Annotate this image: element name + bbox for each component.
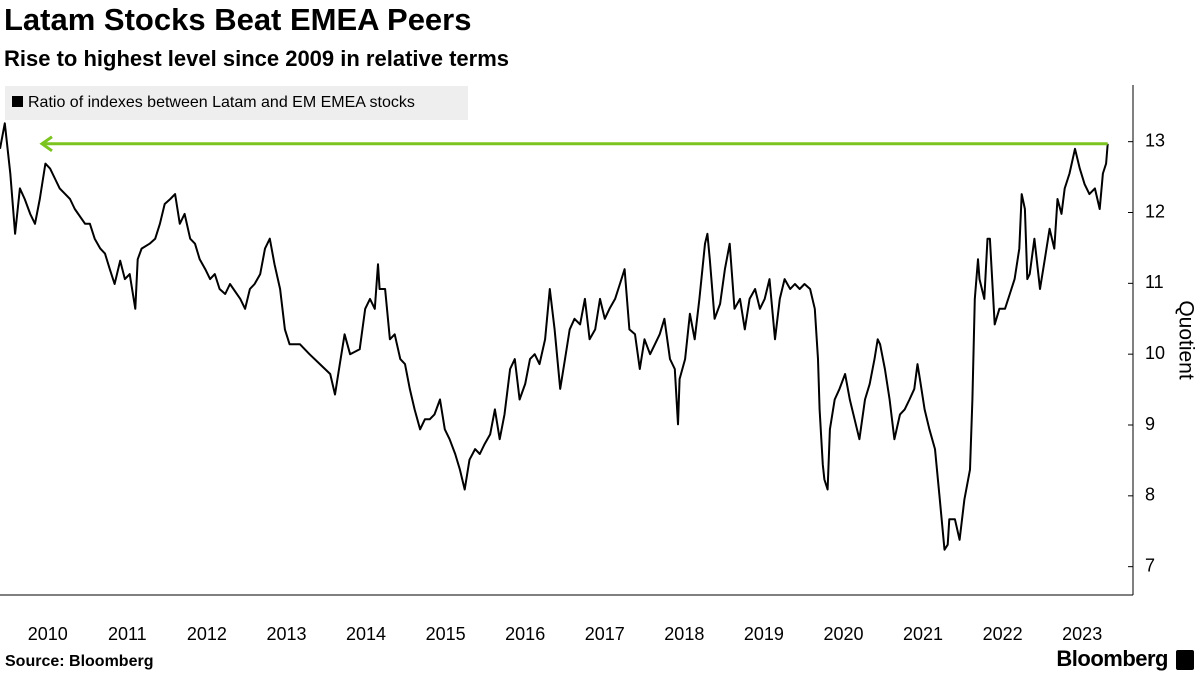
chart-title: Latam Stocks Beat EMEA Peers [4, 2, 471, 37]
x-tick-label: 2011 [108, 624, 147, 644]
x-tick-label: 2017 [585, 624, 625, 644]
arrow-head [39, 135, 53, 153]
x-tick-label: 2019 [744, 624, 784, 644]
source: Source: Bloomberg [5, 653, 153, 670]
x-tick-label: 2014 [346, 624, 386, 644]
x-tick-label: 2013 [266, 624, 306, 644]
data-line [0, 122, 1109, 551]
chart-subtitle: Rise to highest level since 2009 in rela… [4, 46, 509, 71]
x-tick-label: 2020 [823, 624, 863, 644]
legend-label: Ratio of indexes between Latam and EM EM… [28, 94, 415, 111]
x-tick-label: 2016 [505, 624, 545, 644]
x-tick-label: 2015 [426, 624, 466, 644]
x-tick-label: 2012 [187, 624, 227, 644]
y-tick-label: 12 [1145, 201, 1165, 221]
y-axis-label: Quotient [1174, 300, 1197, 380]
brand: Bloomberg [1056, 646, 1168, 671]
y-tick-label: 8 [1145, 485, 1155, 505]
x-tick-label: 2010 [28, 624, 68, 644]
legend-box [5, 86, 468, 120]
x-tick-label: 2023 [1062, 624, 1102, 644]
y-tick-label: 13 [1145, 130, 1165, 150]
y-tick-label: 7 [1145, 555, 1155, 575]
y-tick-label: 11 [1145, 272, 1164, 292]
legend-swatch [12, 96, 23, 107]
y-tick-label: 9 [1145, 414, 1155, 434]
x-tick-label: 2022 [983, 624, 1023, 644]
brand-icon [1176, 650, 1194, 670]
x-tick-label: 2018 [664, 624, 704, 644]
y-tick-label: 10 [1145, 343, 1165, 363]
x-tick-label: 2021 [903, 624, 943, 644]
